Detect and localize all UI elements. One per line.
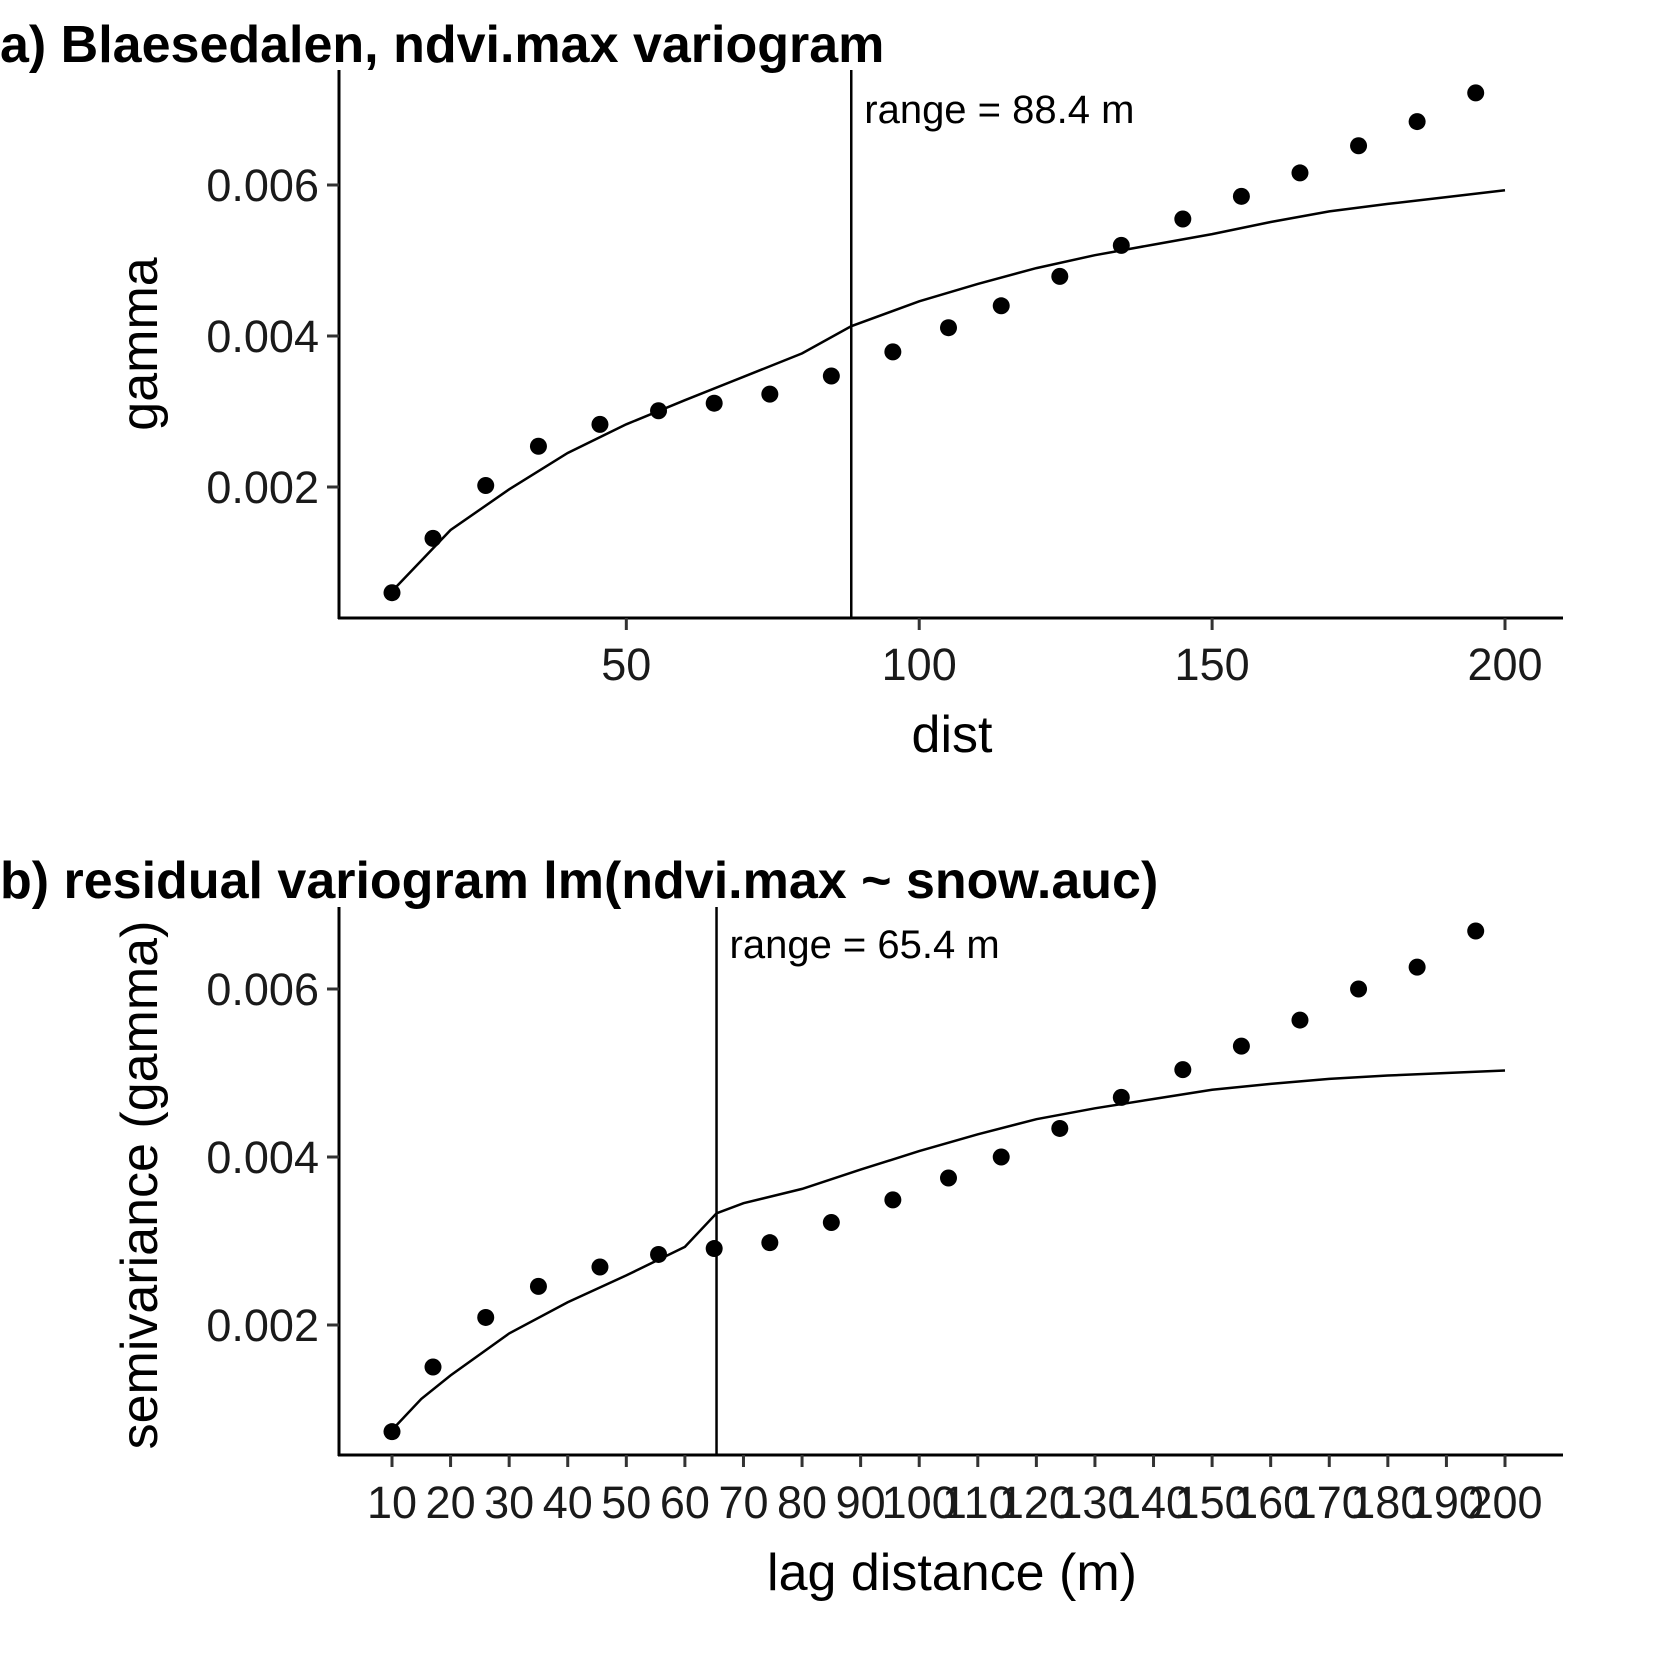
panel-b-data-point xyxy=(424,1358,442,1376)
panel-a-data-point xyxy=(884,343,902,361)
panel-b-x-tick-label: 90 xyxy=(836,1477,886,1528)
panel-b-data-point xyxy=(1174,1061,1192,1079)
panel-a-x-tick-label: 200 xyxy=(1467,639,1542,690)
panel-b-x-tick-label: 40 xyxy=(543,1477,593,1528)
panel-a-data-point xyxy=(1408,113,1426,131)
panel-a-model-curve xyxy=(391,189,1506,593)
panel-b-data-point xyxy=(1112,1088,1130,1106)
panel-a-data-point xyxy=(424,529,442,547)
panel-b-data-point xyxy=(591,1258,609,1276)
panel-b-y-label: semivariance (gamma) xyxy=(111,921,169,1450)
panel-b-x-tick-label: 140 xyxy=(1116,1477,1191,1528)
panel-b-x-tick-label: 80 xyxy=(777,1477,827,1528)
panel-b-x-tick-label: 70 xyxy=(718,1477,768,1528)
panel-a-y-tick-label: 0.006 xyxy=(206,160,319,211)
panel-a-data-point xyxy=(383,584,401,602)
panel-a-data-point xyxy=(1350,137,1368,155)
panel-b: b) residual variogram lm(ndvi.max ~ snow… xyxy=(0,852,1563,1602)
panel-b-x-tick-label: 30 xyxy=(484,1477,534,1528)
panel-b-data-point xyxy=(383,1423,401,1441)
panel-b-x-tick-label: 200 xyxy=(1467,1477,1542,1528)
panel-a-data-point xyxy=(940,319,957,337)
panel-b-data-point xyxy=(1291,1011,1309,1029)
panel-a-data-point xyxy=(992,297,1010,315)
panel-a-data-point xyxy=(1232,187,1250,205)
panel-b-y-tick-label: 0.004 xyxy=(206,1132,319,1183)
panel-b-x-tick-label: 180 xyxy=(1350,1477,1425,1528)
panel-b-x-tick-label: 120 xyxy=(999,1477,1074,1528)
panel-a-data-point xyxy=(650,402,668,420)
panel-b-data-point xyxy=(992,1148,1010,1166)
panel-b-x-tick-label: 50 xyxy=(601,1477,651,1528)
panel-a-y-label: gamma xyxy=(111,257,169,430)
panel-a-x-tick-label: 100 xyxy=(882,639,957,690)
panel-b-data-point xyxy=(650,1245,668,1263)
panel-b-x-tick-label: 110 xyxy=(942,1477,1014,1528)
panel-a-range-label: range = 88.4 m xyxy=(864,88,1134,132)
panel-b-y-tick-label: 0.006 xyxy=(206,964,319,1015)
panel-a: a) Blaesedalen, ndvi.max variogram 0.002… xyxy=(0,16,1563,764)
panel-b-x-tick-label: 150 xyxy=(1175,1477,1250,1528)
panel-b-data-point xyxy=(705,1240,723,1258)
panel-b-x-tick-label: 160 xyxy=(1233,1477,1308,1528)
panel-a-y-tick-label: 0.004 xyxy=(206,311,319,362)
panel-b-data-point xyxy=(1232,1037,1250,1055)
panel-b-x-tick-label: 60 xyxy=(660,1477,710,1528)
panel-b-x-label: lag distance (m) xyxy=(767,1544,1137,1602)
panel-b-data-point xyxy=(884,1191,902,1209)
panel-b-x-tick-label: 100 xyxy=(882,1477,957,1528)
panel-b-x-tick-label: 10 xyxy=(367,1477,417,1528)
panel-a-data-point xyxy=(761,385,779,403)
panel-b-title: b) residual variogram lm(ndvi.max ~ snow… xyxy=(0,852,1158,910)
panel-a-data-point xyxy=(822,367,840,385)
panel-a-data-point xyxy=(477,476,495,494)
panel-a-data-point xyxy=(1291,164,1309,182)
panel-a-data-point xyxy=(591,415,609,433)
panel-b-y-tick-label: 0.002 xyxy=(206,1300,319,1351)
panel-b-x-tick-label: 130 xyxy=(1057,1477,1132,1528)
panel-b-x-tick-label: 170 xyxy=(1292,1477,1367,1528)
panel-a-data-point xyxy=(1467,84,1485,102)
panel-a-x-tick-label: 150 xyxy=(1175,639,1250,690)
panel-a-data-point xyxy=(1174,210,1192,228)
panel-a-data-point xyxy=(705,394,723,412)
panel-a-data-point xyxy=(529,437,547,455)
panel-b-data-point xyxy=(529,1277,547,1295)
panel-a-y-tick-label: 0.002 xyxy=(206,462,319,513)
panel-b-x-tick-label: 20 xyxy=(426,1477,476,1528)
panel-b-data-point xyxy=(1350,980,1368,998)
panel-a-x-label: dist xyxy=(912,706,993,764)
panel-b-range-label: range = 65.4 m xyxy=(730,923,1000,967)
panel-b-data-point xyxy=(1408,958,1426,976)
panel-a-data-point xyxy=(1051,267,1069,285)
panel-b-data-point xyxy=(822,1214,840,1232)
panel-b-data-point xyxy=(477,1308,495,1326)
panel-b-data-point xyxy=(761,1234,779,1252)
panel-a-x-tick-label: 50 xyxy=(601,639,651,690)
panel-a-title: a) Blaesedalen, ndvi.max variogram xyxy=(0,16,884,74)
panel-b-data-point xyxy=(940,1169,957,1187)
panel-a-data-point xyxy=(1112,236,1130,254)
panel-b-x-tick-label: 190 xyxy=(1409,1477,1484,1528)
panel-b-data-point xyxy=(1051,1119,1069,1137)
panel-b-data-point xyxy=(1467,922,1485,940)
panel-b-model-curve xyxy=(391,1069,1506,1431)
